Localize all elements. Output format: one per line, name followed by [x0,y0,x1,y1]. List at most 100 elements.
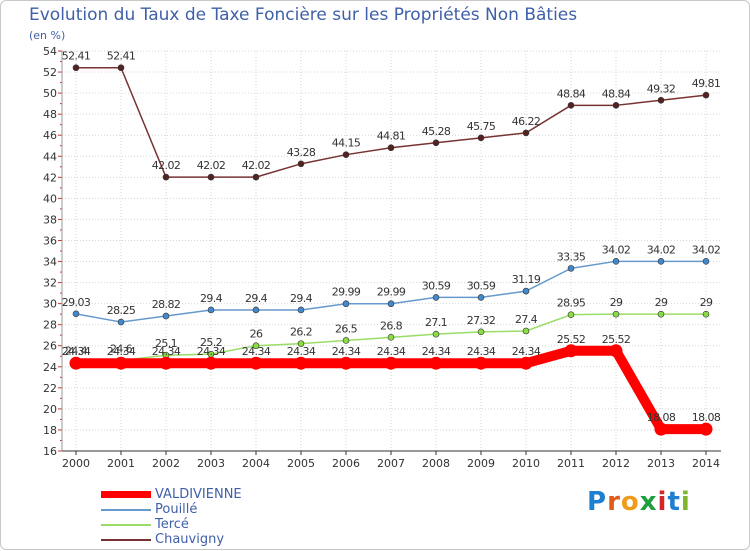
data-label: 44.81 [377,130,406,143]
data-point [699,422,713,436]
logo-letter: i [657,487,668,517]
x-tick-label: 2014 [692,457,720,470]
data-label: 29.4 [200,292,223,305]
data-label: 29.99 [377,286,406,299]
data-point [657,96,665,104]
y-tick-label: 32 [43,277,57,290]
legend-label: Tercé [155,517,189,532]
data-label: 29 [610,296,623,309]
y-tick-label: 50 [43,87,57,100]
data-label: 44.15 [332,137,361,150]
data-point [567,102,575,109]
data-point [117,64,125,72]
data-point [477,294,485,301]
x-tick-label: 2007 [377,457,405,470]
x-tick-label: 2010 [512,457,540,470]
x-tick-label: 2006 [332,457,360,470]
x-tick-label: 2001 [107,457,135,470]
data-point [297,306,305,314]
data-label: 46.22 [512,115,541,128]
chart-legend: VALDIVIENNE Pouillé Tercé Chauvigny [101,487,242,547]
data-label: 28.25 [107,304,136,317]
y-tick-label: 28 [43,319,57,332]
x-tick-label: 2012 [602,457,630,470]
data-point [207,306,215,314]
data-label: 27.4 [515,313,538,326]
data-label: 28.95 [557,297,586,310]
y-tick-label: 24 [43,361,57,374]
data-label: 29.03 [62,296,91,309]
data-point [612,310,620,318]
data-point [387,144,395,152]
data-point [432,294,440,301]
data-label: 45.28 [422,125,451,138]
legend-swatch-terce [101,523,151,526]
y-tick-label: 46 [43,129,57,142]
legend-label: Pouillé [155,502,198,517]
y-tick-label: 18 [43,424,57,437]
data-label: 25.52 [557,333,586,346]
data-point [609,344,623,358]
legend-label: Chauvigny [155,532,225,547]
data-point [567,265,575,272]
x-tick-label: 2005 [287,457,315,470]
data-point [564,344,578,358]
logo-letter: i [680,487,691,517]
data-point [252,173,260,181]
data-label: 49.32 [647,82,676,95]
y-tick-label: 52 [43,66,57,79]
legend-label: VALDIVIENNE [155,487,242,502]
y-tick-label: 34 [43,256,57,269]
logo-letter: o [620,487,640,517]
data-point [432,330,440,338]
data-label: 42.02 [242,159,271,172]
x-tick-label: 2011 [557,457,585,470]
data-label: 24.34 [152,345,181,358]
data-label: 43.28 [287,146,316,159]
data-label: 26.8 [380,319,403,332]
data-point [522,129,530,137]
data-label: 24.34 [242,345,271,358]
chart-title: Evolution du Taux de Taxe Foncière sur l… [29,5,578,25]
data-label: 27.1 [425,316,447,329]
data-point [702,258,710,265]
proxiti-logo: Proxiti [587,487,691,517]
legend-swatch-valdivienne [101,491,151,498]
data-label: 29 [700,296,713,309]
data-label: 18.08 [647,411,676,424]
legend-swatch-pouille [101,508,151,511]
data-label: 30.59 [467,279,496,292]
data-label: 52.41 [107,50,136,63]
data-point [117,318,125,326]
y-tick-label: 38 [43,213,57,226]
data-label: 25.1 [155,337,177,350]
data-label: 45.75 [467,120,496,133]
data-label: 25.52 [602,333,631,346]
data-label: 52.41 [62,50,91,63]
logo-letter: P [587,487,608,517]
data-point [702,91,710,99]
y-tick-label: 22 [43,382,57,395]
logo-letter: t [667,487,681,517]
y-tick-label: 16 [43,445,57,458]
data-label: 24.34 [197,345,226,358]
data-point [297,160,305,168]
y-tick-label: 40 [43,192,57,205]
y-tick-label: 54 [43,45,57,58]
data-point [159,356,173,370]
x-tick-label: 2000 [62,457,90,470]
x-tick-label: 2013 [647,457,675,470]
chart-subtitle: (en %) [29,29,66,42]
data-point [342,151,350,158]
data-label: 28.82 [152,298,181,311]
x-tick-label: 2004 [242,457,270,470]
data-label: 26.2 [290,326,312,339]
data-point [339,356,353,370]
legend-item-pouille: Pouillé [101,502,242,517]
data-label: 30.59 [422,279,451,292]
data-label: 24.34 [467,345,496,358]
data-point [297,340,305,347]
data-point [702,310,710,318]
data-label: 24.34 [422,345,451,358]
